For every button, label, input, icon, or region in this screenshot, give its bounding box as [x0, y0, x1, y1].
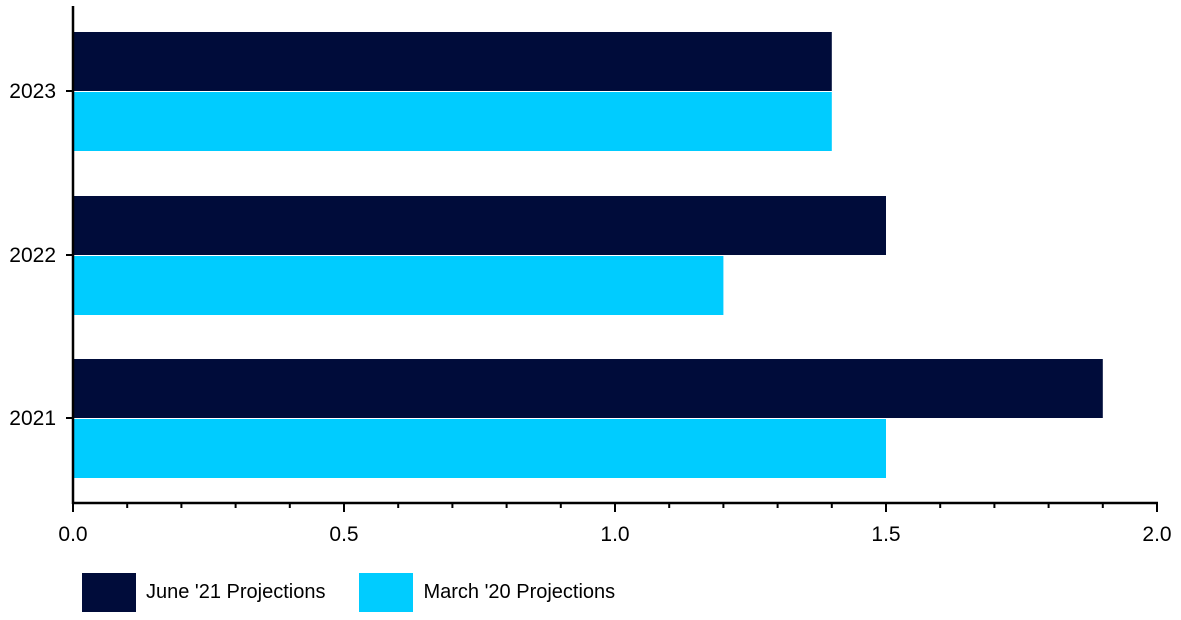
x-tick-label: 0.5	[329, 523, 358, 546]
bar-2022-series-0	[73, 196, 886, 255]
y-ticks-group: 2021 2022 2023	[9, 80, 73, 430]
legend-item-june-21: June '21 Projections	[82, 573, 325, 612]
bar-2023-series-0	[73, 32, 832, 91]
bar-2021-series-0	[73, 359, 1103, 418]
legend-swatch-june-21	[82, 573, 136, 612]
bar-2023-series-1	[73, 92, 832, 151]
legend-item-march-20: March '20 Projections	[359, 573, 615, 612]
bar-2021-series-1	[73, 419, 886, 478]
x-tick-label: 1.5	[871, 523, 900, 546]
bar-2022-series-1	[73, 256, 724, 315]
x-tick-label: 1.0	[600, 523, 629, 546]
legend-swatch-march-20	[359, 573, 414, 612]
bar-chart: 0.0 0.5 1.0 1.5 2.0 2021 2022 2023	[9, 6, 1172, 546]
y-tick-label: 2022	[9, 244, 56, 267]
x-tick-label: 0.0	[58, 523, 87, 546]
legend-label-march-20: March '20 Projections	[423, 581, 616, 603]
x-tick-label: 2.0	[1142, 523, 1171, 546]
y-tick-label: 2023	[9, 80, 56, 103]
legend-label-june-21: June '21 Projections	[146, 581, 326, 603]
y-tick-label: 2021	[9, 407, 56, 430]
bars-group	[73, 32, 1103, 478]
x-ticks-group: 0.0 0.5 1.0 1.5 2.0	[58, 503, 1172, 546]
legend: June '21 Projections March '20 Projectio…	[82, 573, 649, 612]
